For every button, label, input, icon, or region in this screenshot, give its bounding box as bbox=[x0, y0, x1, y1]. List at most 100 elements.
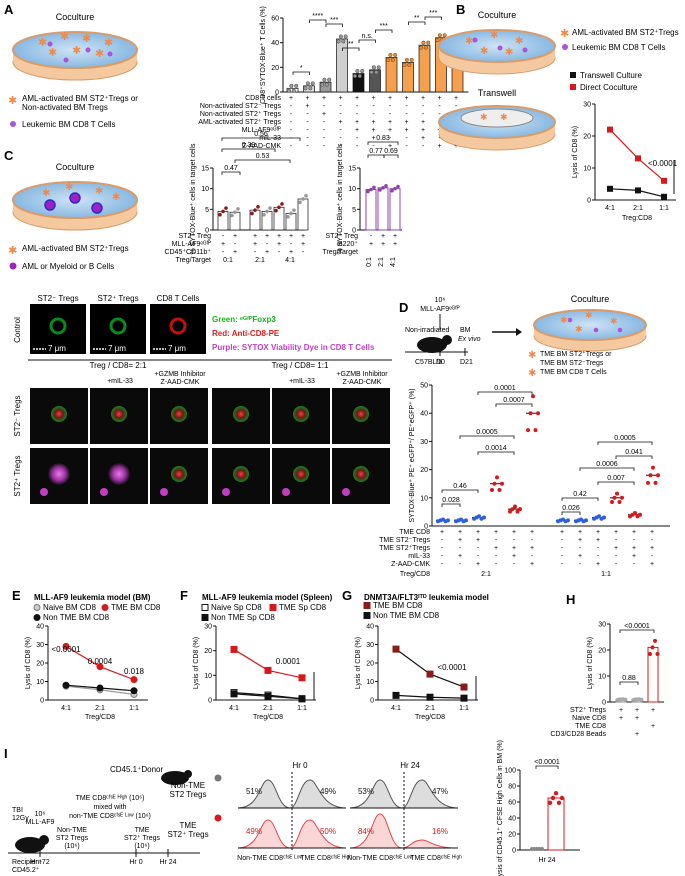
row-mark: + bbox=[494, 529, 498, 536]
data-point bbox=[607, 185, 613, 192]
svg-text:BM: BM bbox=[460, 327, 471, 334]
row-mark: - bbox=[651, 537, 654, 544]
svg-text:✱: ✱ bbox=[528, 368, 536, 379]
mix-label: mixed with bbox=[93, 804, 126, 811]
sig-bracket bbox=[579, 467, 635, 471]
y-tick-label: 30 bbox=[204, 624, 212, 631]
percent-label: 47% bbox=[432, 787, 448, 796]
row-label: CD3/CD28 Beads bbox=[550, 731, 606, 738]
micro-cell bbox=[40, 488, 48, 496]
y-axis-label: Lysis of CD8 (%) bbox=[25, 637, 32, 689]
injection-label: MLL-AF9 bbox=[26, 819, 55, 826]
micro-cell bbox=[100, 488, 108, 496]
p-value: ** bbox=[414, 15, 420, 22]
row-mark: + bbox=[301, 241, 305, 248]
y-tick-label: 40 bbox=[271, 40, 279, 47]
y-tick-label: 15 bbox=[348, 166, 356, 173]
panel-letter-b: B bbox=[456, 2, 465, 17]
row-mark: + bbox=[388, 119, 392, 126]
row-mark: + bbox=[371, 135, 375, 142]
panel-c-dish: Coculture ✱ ✱ ✱ ✱ ✱ AML-activated BM ST2⁺Tr… bbox=[8, 162, 138, 271]
data-point bbox=[264, 666, 272, 674]
data-point bbox=[402, 62, 407, 67]
row-mark: + bbox=[614, 545, 618, 552]
row-mark: - bbox=[651, 553, 654, 560]
micro-image bbox=[90, 304, 146, 354]
p-value: 0.56 bbox=[254, 131, 268, 138]
row-ratio: 0:1 bbox=[366, 257, 373, 267]
data-point bbox=[320, 82, 325, 87]
sig-bracket bbox=[375, 29, 393, 33]
y-tick-label: 20 bbox=[271, 65, 279, 72]
svg-text:✱: ✱ bbox=[60, 31, 69, 43]
y-tick-label: 5 bbox=[205, 207, 209, 214]
micro-image bbox=[30, 304, 86, 354]
y-tick-label: 0 bbox=[208, 698, 212, 705]
row-mark: + bbox=[253, 241, 257, 248]
data-point bbox=[289, 83, 294, 88]
row-mark: + bbox=[388, 127, 392, 134]
y-tick-label: 20 bbox=[36, 661, 44, 668]
condition-label: +mIL-33 bbox=[107, 378, 133, 385]
row-mark: + bbox=[632, 553, 636, 560]
svg-text:D21: D21 bbox=[460, 359, 473, 366]
row-mark: - bbox=[495, 553, 498, 560]
row-label: ST2⁻ Tregs bbox=[13, 395, 22, 436]
data-point bbox=[482, 515, 486, 520]
p-value: 0.46 bbox=[453, 483, 467, 490]
legend-swatch bbox=[363, 612, 371, 619]
sig-bracket bbox=[358, 39, 376, 43]
y-tick-label: 30 bbox=[420, 439, 428, 446]
legend-label: TME Sp CD8 bbox=[279, 603, 327, 612]
micro-col-header: ST2⁻ Tregs bbox=[37, 294, 78, 303]
row-mark: + bbox=[355, 119, 359, 126]
row-mark: + bbox=[632, 529, 636, 536]
row-mark: - bbox=[372, 103, 375, 110]
y-tick-label: 60 bbox=[271, 16, 279, 23]
row-mark: + bbox=[277, 233, 281, 240]
panel-c-chart: 0 5 10 15 % SYTOX-Blue⁺ cells in target cell… bbox=[164, 131, 402, 267]
row-mark: - bbox=[531, 537, 534, 544]
micro-legend: Red: Anti-CD8-PE bbox=[212, 329, 280, 338]
svg-text:✱: ✱ bbox=[48, 47, 57, 59]
y-tick-label: 20 bbox=[204, 648, 212, 655]
scale-label: 7 μm bbox=[108, 344, 126, 353]
data-point bbox=[620, 495, 624, 500]
data-point bbox=[366, 189, 370, 194]
row-label: ST2⁺ Treg bbox=[179, 232, 212, 240]
row-mark: - bbox=[278, 249, 281, 256]
row-mark: + bbox=[289, 249, 293, 256]
row-mark: - bbox=[561, 537, 564, 544]
row-mark: - bbox=[422, 111, 425, 118]
x-axis-label: Treg/CD8 bbox=[253, 714, 283, 721]
row-mark: - bbox=[222, 233, 225, 240]
sig-bracket bbox=[615, 455, 653, 459]
condition-label: +GZMB Inhibitor bbox=[154, 371, 206, 378]
row-mark: + bbox=[560, 529, 564, 536]
y-tick-label: 20 bbox=[366, 661, 374, 668]
sig-bracket bbox=[459, 435, 515, 439]
bar bbox=[547, 797, 565, 851]
row-mark: - bbox=[290, 103, 293, 110]
treg-label: ST2⁺ Tregs bbox=[124, 834, 160, 842]
legend-text: Leukemic BM CD8 T Cells bbox=[22, 120, 116, 129]
row-mark: - bbox=[405, 143, 408, 150]
row-ratio: 2:1 bbox=[481, 571, 491, 578]
row-label: ST2 Tregs bbox=[170, 790, 207, 799]
row-label: CD8 T cells bbox=[245, 95, 281, 102]
y-tick-label: 10 bbox=[598, 674, 606, 681]
row-mark: - bbox=[302, 249, 305, 256]
condition-label: Z-AAD-CMK bbox=[161, 379, 200, 386]
data-point bbox=[130, 676, 138, 684]
data-point bbox=[584, 518, 588, 523]
data-point bbox=[646, 480, 650, 485]
row-mark: - bbox=[306, 135, 309, 142]
mix-label: TME CD8ᶜᶠˢᴱ ᴴⁱᵍʰ (10⁶) bbox=[76, 794, 145, 802]
panel-d-chart: 0 10 20 30 40 50 SYTOX-Blue⁺ PE⁺ eGFP⁺/ PE⁺eGF… bbox=[379, 383, 670, 578]
row-mark: - bbox=[579, 545, 582, 552]
panel-e-chart: E MLL-AF9 leukemia model (BM) 0 10 20 30 40 Lys… bbox=[12, 588, 161, 721]
p-value: 0.0005 bbox=[476, 429, 498, 436]
data-point bbox=[388, 53, 393, 58]
row-label: TME ST2⁺Tregs bbox=[379, 544, 430, 552]
tbi-label: 12Gy bbox=[12, 815, 29, 822]
